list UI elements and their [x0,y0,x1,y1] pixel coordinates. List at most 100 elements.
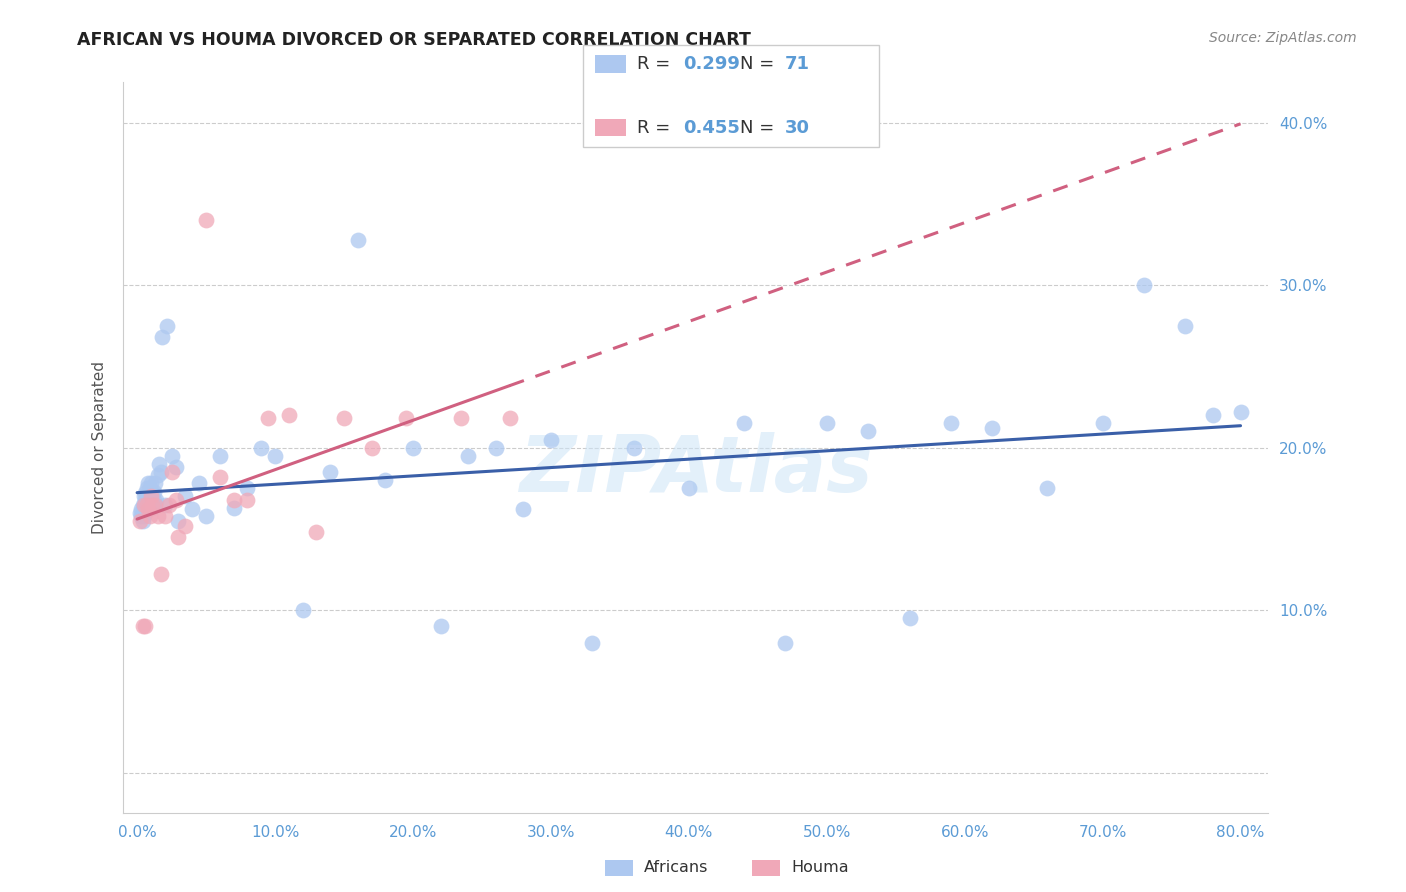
Point [131,619,153,633]
Point [775,636,797,650]
Point [277,408,299,422]
Point [374,473,396,487]
Point [143,498,166,512]
Point [623,441,645,455]
Point [134,486,156,500]
Point [291,603,314,617]
Point [146,508,169,523]
Text: N =: N = [740,119,779,136]
Point [174,518,197,533]
Point [208,449,231,463]
Point [134,492,156,507]
Text: 71: 71 [785,55,810,73]
Point [195,213,218,227]
Point [457,449,479,463]
Point [236,492,259,507]
Point [678,481,700,495]
Point [395,411,418,425]
Point [485,441,508,455]
Point [402,441,425,455]
Point [512,502,534,516]
Point [188,476,211,491]
Point [143,498,166,512]
Point [250,441,273,455]
Point [138,481,160,495]
Point [135,498,157,512]
Point [981,421,1004,435]
Point [1036,481,1059,495]
Point [1174,318,1197,333]
Point [129,508,152,523]
Text: 0.455: 0.455 [683,119,740,136]
Point [134,506,156,520]
Point [128,506,150,520]
Point [139,490,162,504]
Point [134,619,156,633]
Point [139,476,162,491]
Point [319,465,342,479]
Point [167,514,190,528]
Point [498,411,520,425]
Text: N =: N = [740,55,779,73]
Text: 30: 30 [785,119,810,136]
Point [145,492,167,507]
Point [450,411,472,425]
Point [149,465,172,479]
Point [153,498,176,512]
Point [264,449,287,463]
Point [136,476,159,491]
Text: R =: R = [637,119,676,136]
Text: Houma: Houma [792,861,849,875]
Point [132,498,155,512]
Point [141,486,163,500]
Point [135,481,157,495]
Point [815,417,838,431]
Point [149,567,172,582]
Text: AFRICAN VS HOUMA DIVORCED OR SEPARATED CORRELATION CHART: AFRICAN VS HOUMA DIVORCED OR SEPARATED C… [77,31,751,49]
Point [132,508,155,523]
Point [581,636,603,650]
Text: 0.299: 0.299 [683,55,740,73]
Point [540,433,562,447]
Point [146,468,169,483]
Point [181,502,204,516]
Text: ZIPAtlas: ZIPAtlas [519,432,873,508]
Point [138,492,160,507]
Text: Source: ZipAtlas.com: Source: ZipAtlas.com [1209,31,1357,45]
Point [333,411,356,425]
Point [128,514,150,528]
Point [132,502,155,516]
Point [142,484,165,499]
Point [856,425,879,439]
Point [167,530,190,544]
Point [143,476,166,491]
Point [346,233,368,247]
Point [1229,405,1251,419]
Point [174,490,197,504]
Point [208,470,231,484]
Point [160,465,183,479]
Point [148,457,170,471]
Point [222,500,245,515]
Point [129,502,152,516]
Point [1202,408,1225,422]
Point [131,498,153,512]
Point [135,490,157,504]
Point [1133,278,1156,293]
Text: R =: R = [637,55,676,73]
Point [165,492,187,507]
Point [142,492,165,507]
Point [939,417,962,431]
Point [138,508,160,523]
Point [733,417,755,431]
Point [898,611,921,625]
Point [141,498,163,512]
Point [136,502,159,516]
Point [156,318,179,333]
Point [195,508,218,523]
Point [429,619,451,633]
Point [150,330,173,344]
Text: Africans: Africans [644,861,709,875]
Point [157,498,180,512]
Point [136,500,159,515]
